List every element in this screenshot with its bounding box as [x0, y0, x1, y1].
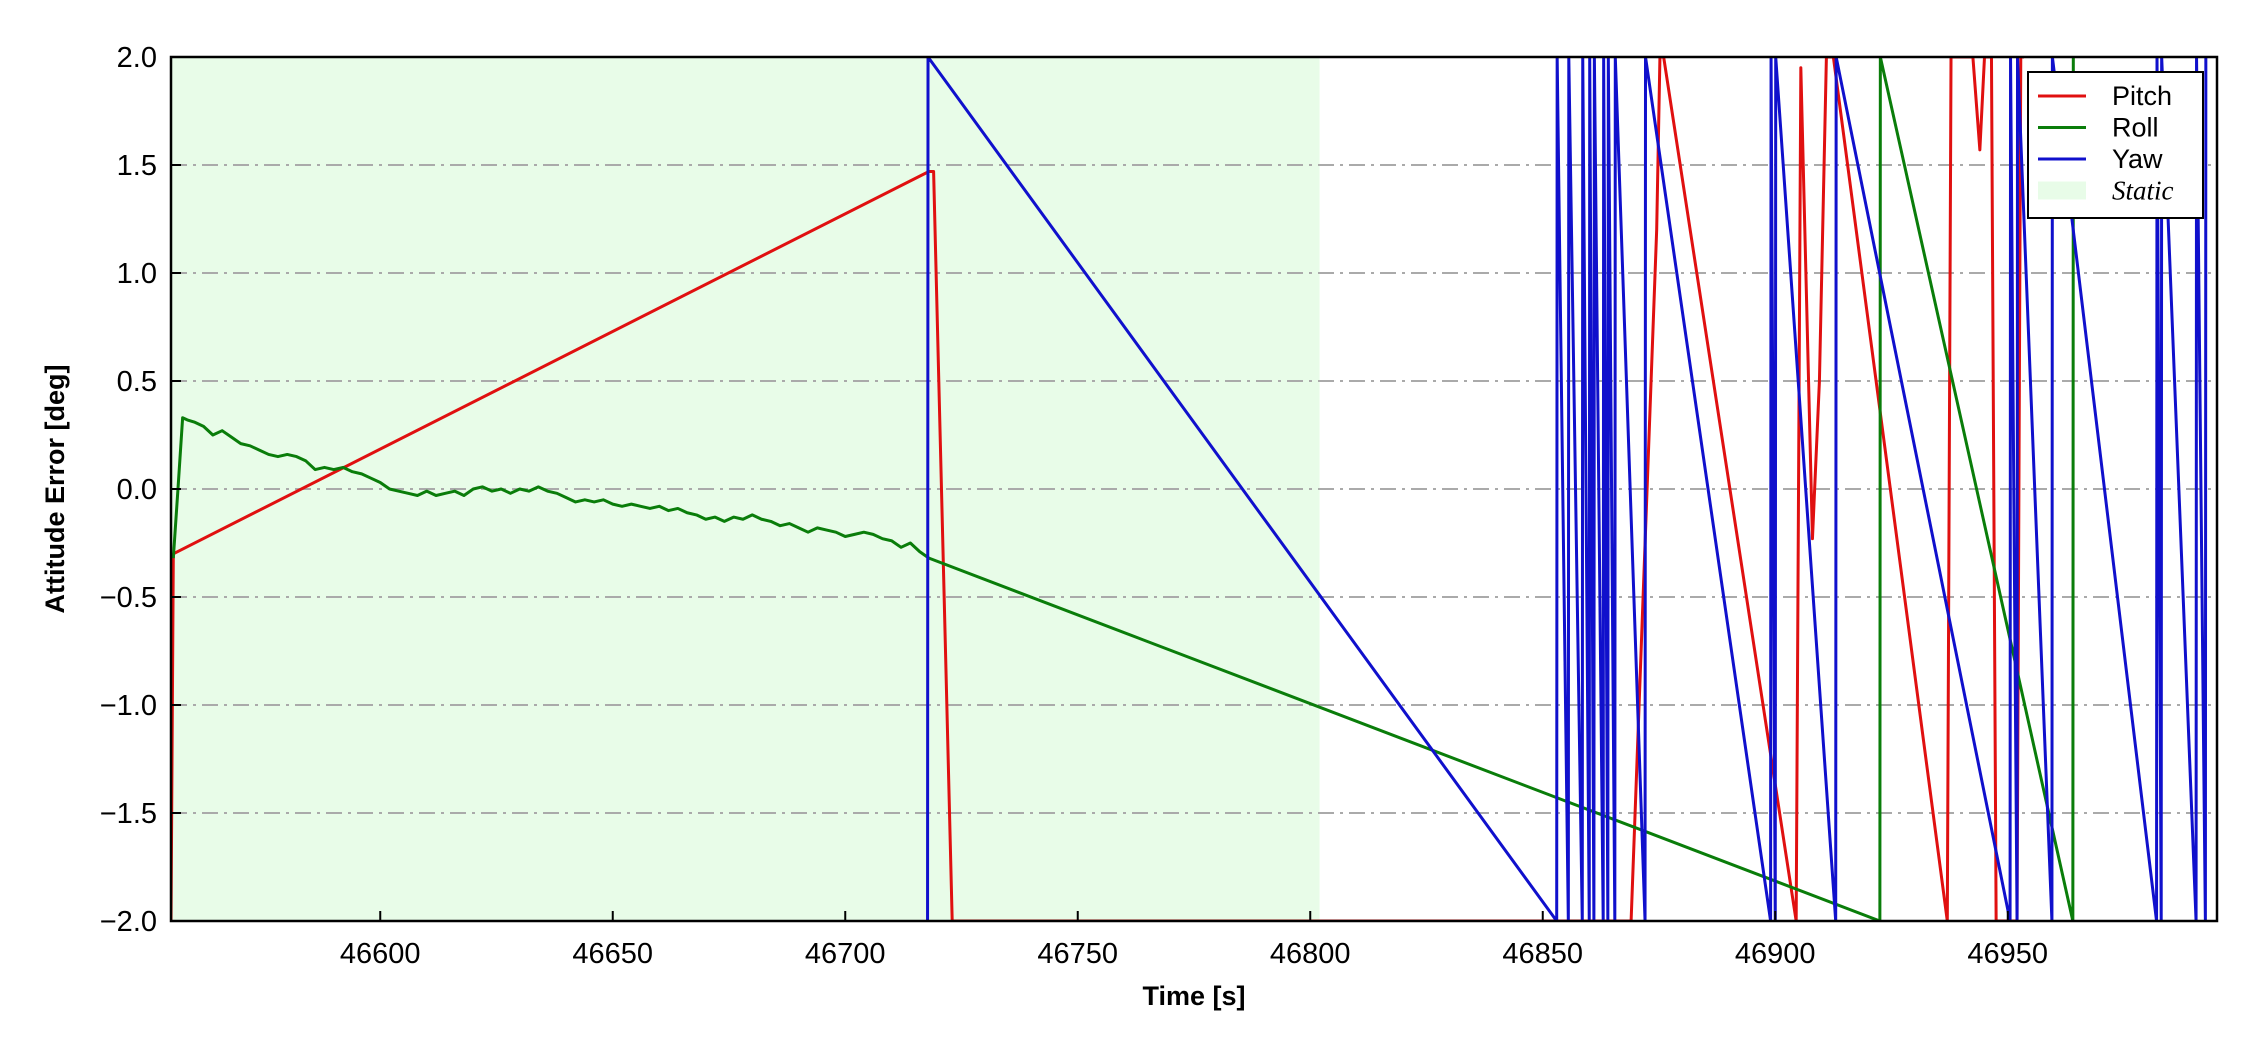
x-tick-label: 46600 [340, 938, 421, 970]
y-axis-label: Attitude Error [deg] [40, 365, 70, 614]
y-tick-label: −2.0 [100, 906, 157, 938]
y-tick-label: 0.0 [117, 474, 157, 506]
y-tick-label: 2.0 [117, 42, 157, 74]
series-line-yaw [926, 57, 2208, 921]
x-tick-label: 46700 [805, 938, 886, 970]
series-line-pitch [171, 57, 2025, 921]
x-tick-label: 46850 [1502, 938, 1583, 970]
legend-label-yaw: Yaw [2112, 144, 2163, 174]
x-tick-label: 46950 [1967, 938, 2048, 970]
x-tick-label: 46650 [572, 938, 653, 970]
legend-label-pitch: Pitch [2112, 81, 2172, 111]
x-tick-label: 46900 [1735, 938, 1816, 970]
y-tick-label: 1.0 [117, 258, 157, 290]
y-tick-label: 1.5 [117, 150, 157, 182]
legend-label-static: Static [2112, 176, 2174, 206]
legend-label-roll: Roll [2112, 113, 2159, 143]
y-gridlines [171, 164, 2217, 814]
series-lines [171, 57, 2208, 921]
series-line-roll [171, 57, 2075, 921]
x-tick-label: 46750 [1037, 938, 1118, 970]
y-tick-label: 0.5 [117, 366, 157, 398]
legend-swatch-static [2038, 181, 2086, 200]
y-tick-label: −1.5 [100, 798, 157, 830]
y-tick-label: −0.5 [100, 582, 157, 614]
x-tick-label: 46800 [1270, 938, 1351, 970]
axis-ticks: 46600 46650 46700 46750 46800 46850 46900 46950… [100, 42, 2048, 970]
y-tick-label: −1.0 [100, 690, 157, 722]
x-axis-label: Time [s] [1142, 981, 1245, 1011]
